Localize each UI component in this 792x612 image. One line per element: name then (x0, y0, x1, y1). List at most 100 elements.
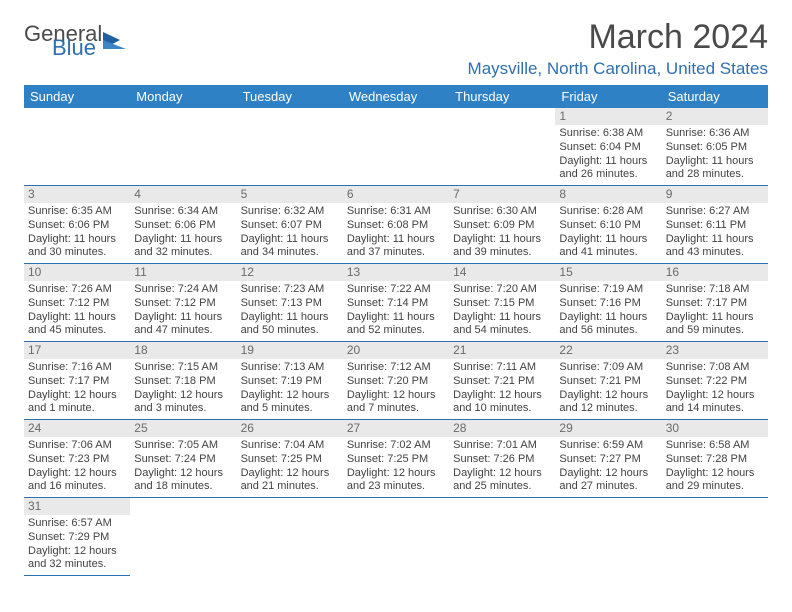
calendar-cell: 9Sunrise: 6:27 AMSunset: 6:11 PMDaylight… (662, 186, 768, 264)
day-info-line: Sunrise: 7:13 AM (241, 361, 339, 375)
day-info-line: Sunrise: 7:26 AM (28, 283, 126, 297)
day-info-line: Sunrise: 7:16 AM (28, 361, 126, 375)
day-info-line: Sunset: 6:07 PM (241, 219, 339, 233)
day-number: 6 (343, 186, 449, 203)
calendar-cell: 11Sunrise: 7:24 AMSunset: 7:12 PMDayligh… (130, 264, 236, 342)
day-info-line: Sunset: 6:11 PM (666, 219, 764, 233)
day-info-line: Sunset: 7:28 PM (666, 453, 764, 467)
day-info-line: Sunset: 7:29 PM (28, 531, 126, 545)
calendar-cell (449, 498, 555, 576)
day-info-line: Sunset: 6:04 PM (559, 141, 657, 155)
day-info-line: Daylight: 11 hours and 47 minutes. (134, 311, 232, 339)
day-info-line: Sunrise: 7:08 AM (666, 361, 764, 375)
calendar-cell: 24Sunrise: 7:06 AMSunset: 7:23 PMDayligh… (24, 420, 130, 498)
day-number: 10 (24, 264, 130, 281)
day-info-line: Sunset: 7:25 PM (347, 453, 445, 467)
calendar-cell: 6Sunrise: 6:31 AMSunset: 6:08 PMDaylight… (343, 186, 449, 264)
weekday-header: Monday (130, 85, 236, 108)
day-info-line: Sunset: 7:14 PM (347, 297, 445, 311)
calendar-cell (662, 498, 768, 576)
day-info-line: Daylight: 11 hours and 54 minutes. (453, 311, 551, 339)
calendar-row: 31Sunrise: 6:57 AMSunset: 7:29 PMDayligh… (24, 498, 768, 576)
day-info-line: Sunrise: 7:15 AM (134, 361, 232, 375)
day-info-line: Daylight: 12 hours and 25 minutes. (453, 467, 551, 495)
day-info-line: Sunset: 7:18 PM (134, 375, 232, 389)
day-number: 19 (237, 342, 343, 359)
calendar-row: 1Sunrise: 6:38 AMSunset: 6:04 PMDaylight… (24, 108, 768, 186)
page-title: March 2024 (468, 18, 768, 57)
day-number: 22 (555, 342, 661, 359)
day-info-line: Daylight: 11 hours and 52 minutes. (347, 311, 445, 339)
calendar-cell (343, 498, 449, 576)
day-info-line: Sunset: 7:19 PM (241, 375, 339, 389)
calendar-cell: 7Sunrise: 6:30 AMSunset: 6:09 PMDaylight… (449, 186, 555, 264)
day-info-line: Sunrise: 7:04 AM (241, 439, 339, 453)
weekday-header: Sunday (24, 85, 130, 108)
day-number: 4 (130, 186, 236, 203)
day-info-line: Sunrise: 7:23 AM (241, 283, 339, 297)
day-info-line: Sunrise: 7:18 AM (666, 283, 764, 297)
calendar-row: 10Sunrise: 7:26 AMSunset: 7:12 PMDayligh… (24, 264, 768, 342)
calendar-cell: 26Sunrise: 7:04 AMSunset: 7:25 PMDayligh… (237, 420, 343, 498)
logo-text-blue: Blue (52, 38, 102, 58)
day-info-line: Daylight: 11 hours and 32 minutes. (134, 233, 232, 261)
day-info-line: Sunset: 7:23 PM (28, 453, 126, 467)
day-info-line: Daylight: 12 hours and 7 minutes. (347, 389, 445, 417)
day-info-line: Sunrise: 6:27 AM (666, 205, 764, 219)
calendar-cell (24, 108, 130, 186)
day-number: 21 (449, 342, 555, 359)
flag-icon (102, 29, 130, 56)
day-info-line: Daylight: 12 hours and 14 minutes. (666, 389, 764, 417)
calendar-cell: 1Sunrise: 6:38 AMSunset: 6:04 PMDaylight… (555, 108, 661, 186)
calendar-row: 17 Sunrise: 7:16 AMSunset: 7:17 PM Dayligh… (24, 342, 768, 420)
day-info-line: Daylight: 12 hours and 18 minutes. (134, 467, 232, 495)
day-number: 2 (662, 108, 768, 125)
weekday-header: Wednesday (343, 85, 449, 108)
calendar-cell (130, 498, 236, 576)
day-info-line: Sunset: 7:17 PM (666, 297, 764, 311)
calendar-cell: 8Sunrise: 6:28 AMSunset: 6:10 PMDaylight… (555, 186, 661, 264)
calendar-cell (555, 498, 661, 576)
calendar-cell: 16Sunrise: 7:18 AMSunset: 7:17 PMDayligh… (662, 264, 768, 342)
day-info-line: Sunrise: 6:38 AM (559, 127, 657, 141)
day-info-line: Sunrise: 6:58 AM (666, 439, 764, 453)
calendar-cell (237, 498, 343, 576)
day-info-line: Sunrise: 7:11 AM (453, 361, 551, 375)
day-info-line: Sunrise: 7:22 AM (347, 283, 445, 297)
day-info-line: Daylight: 11 hours and 30 minutes. (28, 233, 126, 261)
calendar-cell: 20Sunrise: 7:12 AMSunset: 7:20 PMDayligh… (343, 342, 449, 420)
day-number: 16 (662, 264, 768, 281)
day-info-line: Sunrise: 7:09 AM (559, 361, 657, 375)
calendar-cell: 19Sunrise: 7:13 AMSunset: 7:19 PMDayligh… (237, 342, 343, 420)
day-number: 25 (130, 420, 236, 437)
day-info-line: Sunset: 6:06 PM (28, 219, 126, 233)
calendar-cell: 3Sunrise: 6:35 AMSunset: 6:06 PMDaylight… (24, 186, 130, 264)
calendar-cell: 4Sunrise: 6:34 AMSunset: 6:06 PMDaylight… (130, 186, 236, 264)
day-info-line: Daylight: 12 hours and 29 minutes. (666, 467, 764, 495)
day-info-line: Daylight: 11 hours and 37 minutes. (347, 233, 445, 261)
day-number: 29 (555, 420, 661, 437)
day-info-line: Sunset: 6:08 PM (347, 219, 445, 233)
calendar-row: 3Sunrise: 6:35 AMSunset: 6:06 PMDaylight… (24, 186, 768, 264)
day-number: 5 (237, 186, 343, 203)
day-number: 12 (237, 264, 343, 281)
day-number: 17 (24, 342, 130, 359)
day-info-line: Sunrise: 7:24 AM (134, 283, 232, 297)
calendar-cell: 10Sunrise: 7:26 AMSunset: 7:12 PMDayligh… (24, 264, 130, 342)
header: General Blue March 2024 Maysville, North… (24, 18, 768, 79)
day-info-line: Daylight: 11 hours and 26 minutes. (559, 155, 657, 183)
day-info-line: Sunset: 6:10 PM (559, 219, 657, 233)
location-subtitle: Maysville, North Carolina, United States (468, 59, 768, 79)
day-info-line: Daylight: 12 hours and 10 minutes. (453, 389, 551, 417)
day-info-line: Sunset: 7:12 PM (134, 297, 232, 311)
day-info-line: Sunset: 7:20 PM (347, 375, 445, 389)
day-number: 18 (130, 342, 236, 359)
day-number: 31 (24, 498, 130, 515)
calendar-row: 24Sunrise: 7:06 AMSunset: 7:23 PMDayligh… (24, 420, 768, 498)
calendar-cell: 18Sunrise: 7:15 AMSunset: 7:18 PMDayligh… (130, 342, 236, 420)
calendar-cell: 30Sunrise: 6:58 AMSunset: 7:28 PMDayligh… (662, 420, 768, 498)
weekday-header-row: Sunday Monday Tuesday Wednesday Thursday… (24, 85, 768, 108)
day-number: 13 (343, 264, 449, 281)
day-number: 27 (343, 420, 449, 437)
day-info-line: Sunset: 7:17 PM (28, 375, 126, 389)
